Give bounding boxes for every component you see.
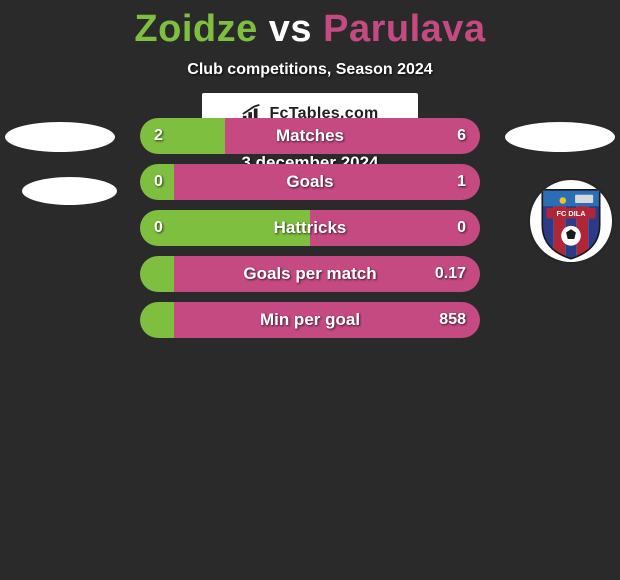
stat-label: Hattricks <box>140 218 480 238</box>
stat-row: 858Min per goal <box>140 302 480 338</box>
stat-label: Min per goal <box>140 310 480 330</box>
stat-label: Matches <box>140 126 480 146</box>
stat-row: 0.17Goals per match <box>140 256 480 292</box>
title-vs: vs <box>269 8 312 50</box>
stat-label: Goals <box>140 172 480 192</box>
stat-label: Goals per match <box>140 264 480 284</box>
title-right: Parulava <box>323 8 485 50</box>
stat-row: 00Hattricks <box>140 210 480 246</box>
subtitle: Club competitions, Season 2024 <box>0 61 620 79</box>
stat-row: 26Matches <box>140 118 480 154</box>
stat-row: 01Goals <box>140 164 480 200</box>
stats-rows: 26Matches 01Goals 00Hattricks 0.17Goals per… <box>0 118 620 348</box>
page-title: Zoidze vs Parulava <box>0 0 620 51</box>
title-left: Zoidze <box>134 8 257 50</box>
